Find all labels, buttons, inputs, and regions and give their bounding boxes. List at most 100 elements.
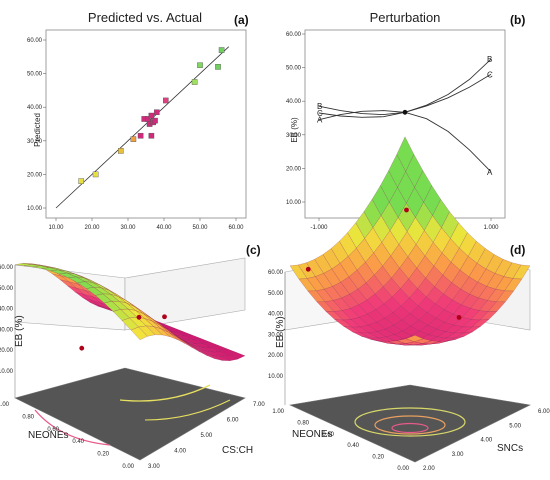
c-y-tick-label: 0.80 <box>22 414 34 420</box>
d-z-tick-label: 50.00 <box>268 291 284 297</box>
panel-a-plot-frame <box>45 29 247 219</box>
c-z-tick-label: 50.00 <box>0 286 14 292</box>
b-series-label-left: C <box>317 109 323 118</box>
d-z-tick-label: 30.00 <box>268 332 284 338</box>
a-xtick-label: 50.00 <box>192 225 208 231</box>
c-design-point <box>79 345 85 351</box>
d-y-tick-label: 1.00 <box>272 409 284 415</box>
panel-c-label: (c) <box>246 243 261 257</box>
d-x-tick-label: 3.00 <box>452 452 464 458</box>
d-y-tick-label: 0.20 <box>372 455 384 461</box>
a-ytick-label: 40.00 <box>27 105 43 111</box>
c-z-tick-label: 30.00 <box>0 327 14 333</box>
c-design-point <box>136 314 142 320</box>
a-ytick-label: 60.00 <box>27 38 43 44</box>
d-floor-contour-1 <box>354 407 466 437</box>
panel-d-ylabel: NEONEs <box>292 429 333 440</box>
a-data-point <box>92 171 99 178</box>
d-x-tick-label: 6.00 <box>538 409 550 415</box>
b-xtick-label: 1.000 <box>483 225 499 231</box>
panel-a-ylabel: Predicted <box>33 113 42 147</box>
panel-a-axes: 10.00 20.00 30.00 40.00 50.00 60.00 10.00 20.00… <box>27 38 244 231</box>
panel-d-label: (d) <box>510 243 525 257</box>
a-data-point <box>148 112 155 119</box>
c-floor-contour-1 <box>34 409 111 446</box>
b-reference-point <box>402 109 408 115</box>
a-data-point <box>117 148 124 154</box>
panel-d-zlabel: EB (%) <box>275 316 286 348</box>
d-design-point <box>305 266 311 272</box>
a-data-point <box>197 62 203 68</box>
c-z-tick-label: 60.00 <box>0 265 14 271</box>
d-design-point <box>404 207 409 213</box>
panel-a-diagonal <box>55 46 230 209</box>
panel-b-label: (b) <box>510 13 525 27</box>
c-x-tick-label: 3.00 <box>148 464 160 470</box>
b-series-label-right: C <box>487 70 493 79</box>
d-y-tick-label: 0.40 <box>347 443 359 449</box>
d-x-tick-label: 5.00 <box>509 423 521 429</box>
d-x-tick-label: 4.00 <box>481 438 493 444</box>
b-ytick-label: 10.00 <box>286 200 302 206</box>
c-x-tick-label: 6.00 <box>227 418 239 424</box>
d-y-tick-label: 0.80 <box>297 420 309 426</box>
a-data-point <box>218 47 225 53</box>
b-xtick-label: -1.000 <box>310 225 328 231</box>
panel-c-zlabel: EB (%) <box>14 315 25 347</box>
a-data-point <box>152 117 158 124</box>
panel-c-xlabel: CS:CH <box>222 445 253 456</box>
a-data-point <box>191 79 198 85</box>
d-z-tick-label: 60.00 <box>268 270 284 276</box>
a-xtick-label: 40.00 <box>156 225 172 231</box>
b-series-label-left: A <box>317 116 323 125</box>
a-data-point <box>162 97 169 104</box>
c-y-tick-label: 0.20 <box>97 452 109 458</box>
c-floor <box>14 367 246 461</box>
b-series-label-right: A <box>487 168 493 177</box>
d-z-tick-label: 10.00 <box>268 374 284 380</box>
panel-a: Predicted vs. Actual (a) Predicted 10.00… <box>27 10 249 231</box>
a-ytick-label: 30.00 <box>27 139 43 145</box>
a-xtick-label: 60.00 <box>228 225 244 231</box>
b-series-label-left: B <box>317 102 322 111</box>
c-design-point <box>162 314 167 320</box>
c-z-tick-label: 20.00 <box>0 348 14 354</box>
c-y-tick-label: 0.00 <box>122 464 134 470</box>
a-data-point <box>153 109 160 116</box>
d-z-tick-label: 20.00 <box>268 353 284 359</box>
panel-a-points <box>78 47 225 184</box>
panel-c: (c) 10.00 20.00 30.00 40.00 50.00 60.00 3.00 4.… <box>0 243 265 470</box>
panel-c-ylabel: NEONEs <box>28 430 69 441</box>
c-floor-contour-2 <box>119 384 211 402</box>
a-xtick-label: 10.00 <box>48 225 64 231</box>
panel-c-axes: 10.00 20.00 30.00 40.00 50.00 60.00 3.00 4.00 5.… <box>0 265 265 470</box>
panel-d-axes: 10.00 20.00 30.00 40.00 50.00 60.00 2.00 3.00 4.… <box>268 207 550 472</box>
c-y-tick-label: 1.00 <box>0 402 10 408</box>
d-surface-patch <box>405 335 424 342</box>
c-x-tick-label: 4.00 <box>174 449 186 455</box>
d-floor-contour-2 <box>374 415 446 435</box>
d-floor-contour-3 <box>391 422 429 434</box>
b-ytick-label: 50.00 <box>286 66 302 72</box>
a-ytick-label: 20.00 <box>27 172 43 178</box>
b-ytick-label: 40.00 <box>286 99 302 105</box>
panel-d-surface <box>289 136 531 346</box>
a-fit-line <box>55 46 230 209</box>
d-x-tick-label: 2.00 <box>423 466 435 472</box>
d-z-tick-label: 40.00 <box>268 312 284 318</box>
c-x-tick-label: 7.00 <box>253 402 265 408</box>
a-data-point <box>148 132 155 139</box>
panel-a-label: (a) <box>234 13 249 27</box>
a-data-point <box>130 136 137 142</box>
c-x-tick-label: 5.00 <box>201 433 213 439</box>
panel-d: (d) 10.00 20.00 30.00 40.00 50.00 60.00 2.00 3.… <box>268 136 550 472</box>
b-series-line <box>318 58 492 116</box>
c-floor-contour-3 <box>144 399 231 421</box>
b-ytick-label: 60.00 <box>286 32 302 38</box>
c-y-tick-label: 0.60 <box>47 427 59 433</box>
panel-d-xlabel: SNCs <box>497 443 523 454</box>
a-xtick-label: 30.00 <box>120 225 136 231</box>
d-y-tick-label: 0.60 <box>322 432 334 438</box>
a-ytick-label: 10.00 <box>27 206 43 212</box>
